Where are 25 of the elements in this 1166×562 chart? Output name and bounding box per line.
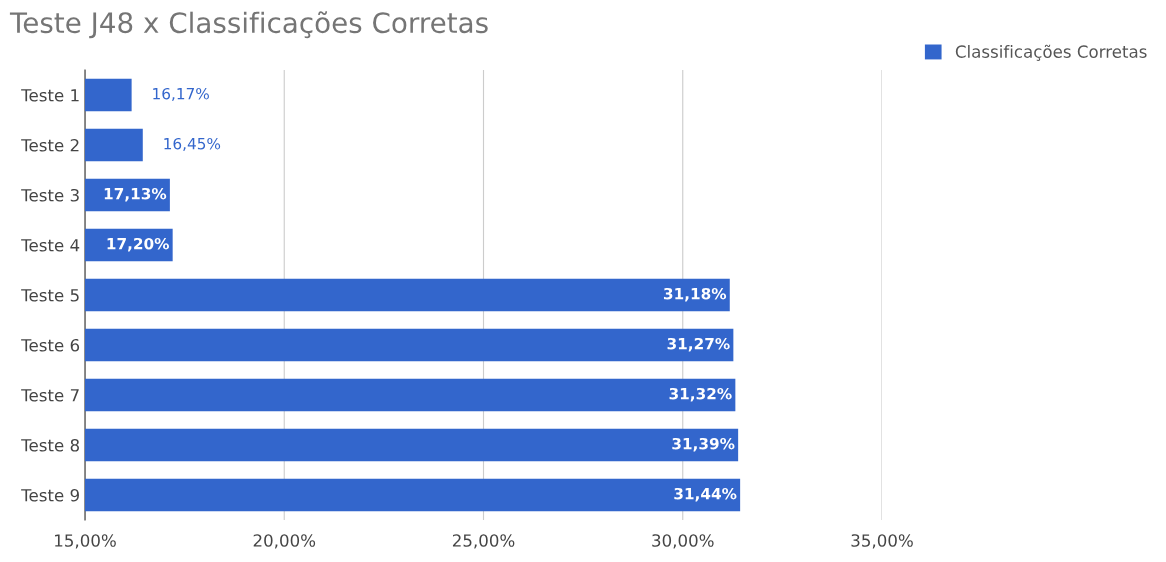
x-tick-label: 30,00% [652,534,714,549]
y-tick-label: Teste 6 [21,338,80,352]
y-tick-label: Teste 7 [21,389,79,402]
x-tick-label: 25,00% [452,534,515,549]
data-label: 17,20% [107,237,169,252]
data-label: 16,45% [164,137,221,151]
y-tick-label: Teste 3 [21,188,79,202]
y-tick-label: Teste 8 [21,438,79,452]
data-label: 31,18% [663,287,727,302]
chart-title: Teste J48 x Classificações Corretas [9,11,488,39]
data-label: 16,17% [153,87,209,101]
data-label: 17,13% [104,187,167,202]
y-tick-label: Teste 9 [21,488,79,502]
x-tick-label: 15,00% [55,534,116,549]
y-tick-label: Teste 1 [21,89,79,102]
y-tick-label: Teste 5 [21,289,79,302]
data-label: 31,39% [672,437,735,452]
x-tick-label: 35,00% [851,534,913,549]
y-tick-label: Teste 2 [21,138,79,152]
legend-label: Classificações Corretas [955,44,1147,61]
data-label: 31,27% [667,337,730,352]
data-label: 31,44% [674,487,737,502]
x-tick-label: 20,00% [253,534,316,549]
data-label: 31,32% [669,387,732,402]
y-tick-label: Teste 4 [21,239,80,252]
